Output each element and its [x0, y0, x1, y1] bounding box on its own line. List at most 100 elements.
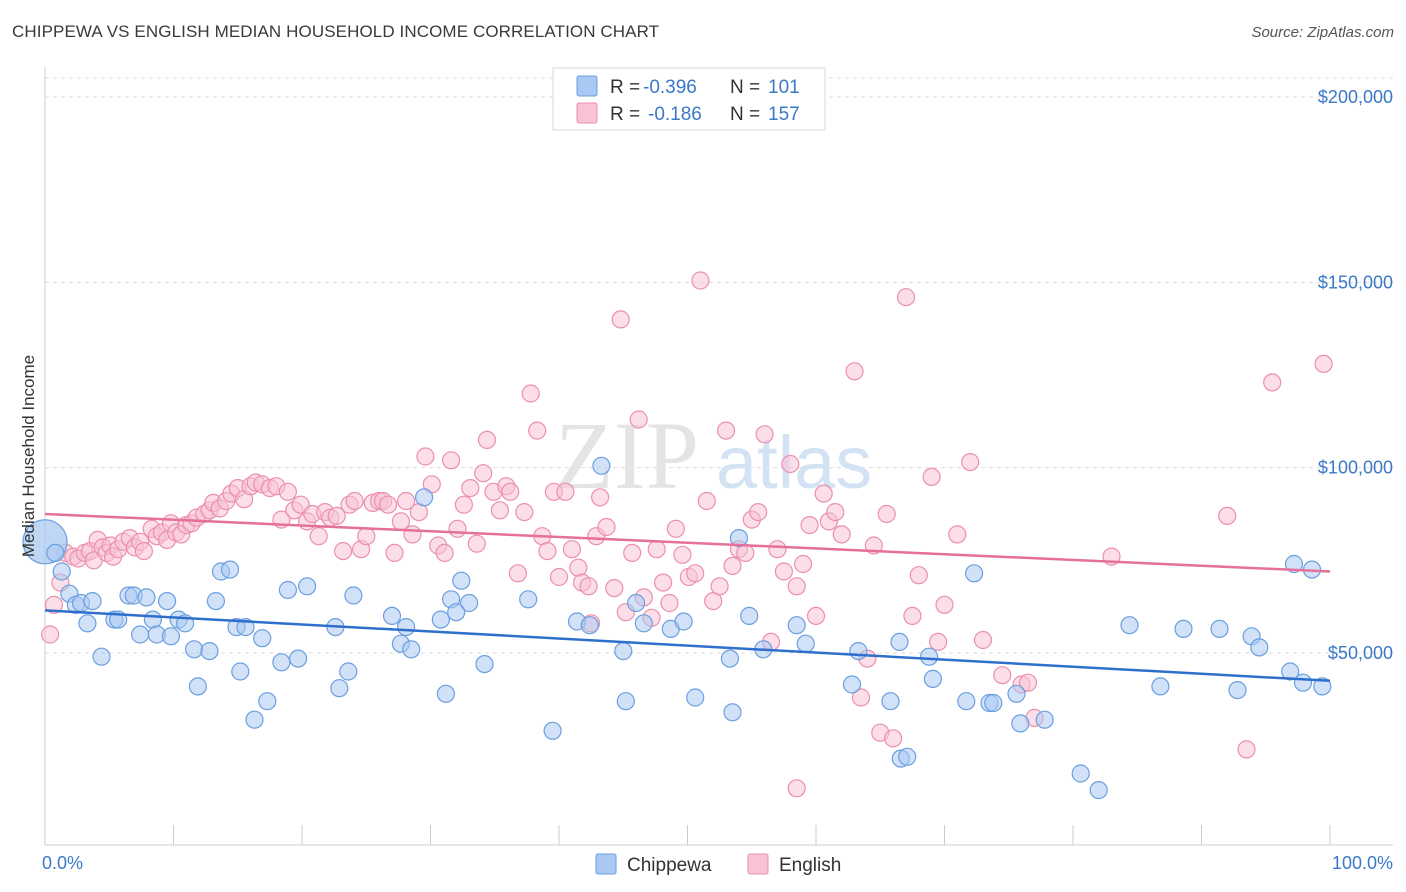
chippewa-point-39: [339, 662, 358, 681]
y-tick-label-0: $50,000: [1328, 643, 1393, 663]
english-point-101: [623, 543, 642, 563]
chippewa-point-86: [1089, 780, 1108, 800]
english-point-65: [403, 525, 422, 544]
chippewa-point-18: [161, 627, 180, 646]
trend-lines: [44, 512, 1331, 683]
y-tick-labels: $50,000 $100,000 $150,000 $200,000: [1318, 87, 1393, 663]
chippewa-point-51: [475, 654, 494, 674]
english-point-151: [993, 666, 1012, 685]
chart-source: Source: ZipAtlas.com: [1251, 24, 1394, 41]
english-point-153: [1018, 673, 1038, 692]
english-point-115: [710, 577, 729, 596]
chippewa-point-72: [849, 641, 868, 661]
chippewa-point-45: [415, 488, 434, 507]
bottom-legend-label-english: English: [779, 855, 841, 876]
english-point-117: [723, 556, 742, 576]
english-point-87: [538, 541, 557, 561]
english-point-64: [397, 491, 416, 511]
chippewa-point-32: [258, 692, 277, 711]
english-point-72: [448, 519, 467, 538]
english-point-140: [877, 504, 896, 524]
english-point-157: [1237, 740, 1256, 759]
english-point-126: [781, 454, 800, 474]
bottom-legend-swatch-chippewa: [595, 853, 617, 875]
chippewa-point-24: [206, 591, 225, 611]
y-axis-label: Median Household Income: [19, 355, 38, 557]
chippewa-point-49: [452, 571, 471, 590]
chippewa-point-23: [200, 641, 219, 661]
english-point-84: [521, 384, 540, 403]
x-tick-label-0: 0.0%: [42, 853, 83, 873]
chippewa-point-65: [720, 649, 740, 668]
english-point-79: [490, 501, 509, 520]
chippewa-point-76: [919, 647, 939, 666]
chippewa-points: [22, 456, 1332, 800]
legend-n-label-chippewa: N =: [730, 77, 760, 98]
legend-n-label-english: N =: [730, 104, 760, 125]
english-point-92: [569, 558, 588, 577]
english-trend-line: [44, 512, 1331, 573]
gridlines: [45, 77, 1393, 654]
english-point-143: [903, 606, 922, 626]
chippewa-point-44: [402, 640, 421, 659]
english-point-156: [1218, 506, 1237, 526]
english-point-111: [686, 564, 705, 583]
chippewa-point-95: [1284, 554, 1304, 574]
chippewa-point-99: [890, 632, 909, 652]
chippewa-point-57: [614, 641, 633, 661]
english-point-83: [515, 502, 534, 522]
chippewa-point-93: [1250, 638, 1269, 657]
legend-n-value-chippewa: 101: [768, 77, 800, 98]
legend-swatch-chippewa: [576, 75, 598, 97]
chippewa-point-22: [188, 677, 207, 696]
english-point-0: [40, 625, 60, 644]
chippewa-point-60: [634, 614, 653, 633]
chippewa-point-88: [1151, 677, 1170, 696]
english-point-102: [629, 410, 648, 429]
chippewa-point-96: [1293, 673, 1313, 692]
chippewa-point-38: [330, 679, 349, 698]
chippewa-point-82: [1007, 684, 1026, 703]
english-point-89: [549, 567, 569, 587]
english-point-113: [697, 491, 716, 511]
chippewa-point-40: [344, 586, 363, 605]
english-point-136: [851, 688, 871, 707]
chippewa-point-46: [431, 610, 450, 629]
chippewa-point-14: [137, 588, 156, 607]
chippewa-point-29: [236, 617, 255, 637]
chippewa-point-36: [298, 577, 317, 596]
english-point-67: [416, 447, 435, 466]
english-point-144: [909, 566, 928, 585]
chippewa-point-53: [543, 721, 562, 740]
chippewa-point-52: [519, 590, 538, 609]
chippewa-point-55: [580, 616, 599, 635]
english-point-109: [673, 545, 692, 564]
legend-swatch-english: [576, 102, 598, 124]
english-point-129: [800, 515, 819, 535]
english-point-90: [556, 482, 575, 501]
english-point-145: [922, 467, 941, 486]
chippewa-point-2: [52, 562, 71, 581]
chippewa-point-75: [898, 747, 917, 766]
english-point-75: [467, 534, 486, 553]
english-point-150: [973, 630, 993, 650]
english-point-107: [660, 593, 679, 613]
english-point-77: [477, 430, 497, 449]
y-tick-label-1: $100,000: [1318, 458, 1393, 478]
english-point-121: [749, 502, 768, 522]
english-point-97: [597, 517, 616, 537]
english-point-125: [774, 562, 794, 581]
chippewa-point-63: [686, 688, 705, 707]
chippewa-point-34: [278, 580, 297, 600]
chippewa-point-73: [881, 692, 900, 711]
english-point-135: [845, 362, 864, 381]
bottom-legend-swatch-english: [747, 853, 769, 875]
english-point-96: [590, 488, 610, 507]
chippewa-point-70: [796, 634, 815, 653]
english-point-53: [334, 541, 353, 561]
chippewa-point-84: [1035, 710, 1054, 729]
chippewa-point-67: [740, 606, 759, 626]
legend-r-label-chippewa: R =: [610, 77, 640, 98]
chippewa-point-62: [674, 612, 693, 631]
chippewa-point-66: [723, 703, 742, 722]
